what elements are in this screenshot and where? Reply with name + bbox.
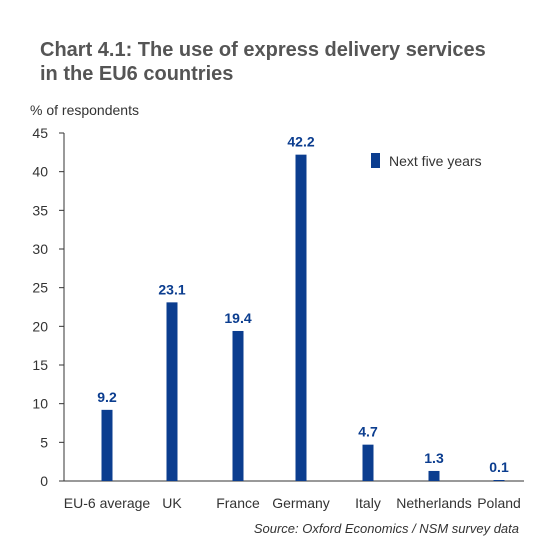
x-tick-label: Italy [355,495,381,511]
y-tick-label: 15 [32,357,48,373]
y-tick-label: 5 [40,434,48,450]
bar-netherlands [428,470,440,481]
chart-title: Chart 4.1: The use of express delivery s… [40,38,520,86]
x-tick-label: France [216,495,260,511]
bars: 9.2 EU-6 average 23.1 UK 19.4 France 42.2 Germa… [64,134,521,511]
data-label: 1.3 [424,450,444,466]
y-axis-label: % of respondents [30,102,139,118]
data-label: 9.2 [97,389,117,405]
bar-france [232,330,244,481]
y-tick-label: 30 [32,241,48,257]
data-label: 4.7 [358,424,378,440]
legend-label: Next five years [389,153,482,169]
chart-title-line-2: in the EU6 countries [40,63,234,85]
bar-eu-6-average [101,409,113,481]
legend-swatch [371,153,380,168]
bar-poland [493,480,505,481]
data-label: 42.2 [287,134,314,150]
axes: 0 5 10 15 20 25 30 35 40 45 [32,125,524,489]
y-tick-label: 45 [32,125,48,141]
data-label: 23.1 [158,281,185,297]
y-tick-label: 10 [32,396,48,412]
x-tick-label: Germany [272,495,330,511]
data-label: 19.4 [224,310,251,326]
x-tick-label: Poland [477,495,521,511]
y-tick-label: 25 [32,280,48,296]
chart-title-line-1: Chart 4.1: The use of express delivery s… [40,39,486,61]
y-tick-label: 35 [32,202,48,218]
y-tick-label: 0 [40,473,48,489]
y-tick-label: 40 [32,164,48,180]
x-tick-label: UK [162,495,182,511]
source-note: Source: Oxford Economics / NSM survey da… [253,521,519,536]
x-tick-label: EU-6 average [64,495,151,511]
legend: Next five years [371,153,482,169]
x-tick-label: Netherlands [396,495,472,511]
bar-germany [295,154,307,482]
y-tick-label: 20 [32,318,48,334]
bar-italy [362,444,374,481]
bar-uk [166,302,178,481]
data-label: 0.1 [489,459,509,475]
